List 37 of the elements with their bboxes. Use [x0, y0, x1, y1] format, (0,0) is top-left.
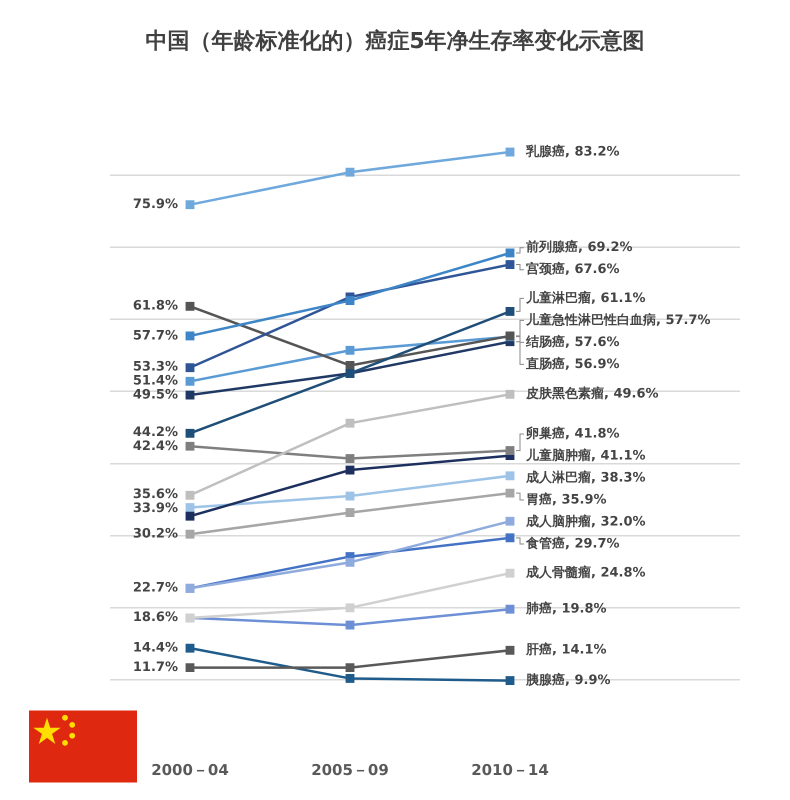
- data-label: 胃癌, 35.9%: [526, 491, 607, 508]
- data-label: 儿童脑肿瘤, 41.1%: [525, 447, 646, 464]
- data-label: 51.4%: [132, 374, 178, 389]
- data-label: 卵巢癌, 41.8%: [525, 425, 620, 442]
- data-label: 成人脑肿瘤, 32.0%: [525, 513, 646, 530]
- data-label: 食管癌, 29.7%: [525, 535, 620, 552]
- data-label: 35.6%: [132, 486, 178, 502]
- data-label: 前列腺癌, 69.2%: [525, 239, 633, 256]
- data-label: 75.9%: [132, 197, 178, 212]
- data-label: 33.9%: [132, 500, 178, 516]
- data-label: 14.4%: [132, 640, 178, 656]
- data-label: 胰腺癌, 9.9%: [525, 672, 611, 688]
- data-label: 儿童急性淋巴性白血病, 57.7%: [525, 312, 711, 328]
- data-label: 皮肤黑色素瘤, 49.6%: [525, 386, 659, 402]
- data-label: 肝癌, 14.1%: [525, 642, 607, 658]
- data-label: 42.4%: [132, 439, 178, 454]
- data-label: 57.7%: [132, 328, 178, 344]
- data-label: 22.7%: [132, 580, 178, 596]
- data-label: 53.3%: [132, 360, 178, 375]
- x-tick-label: 2010－14: [471, 760, 549, 779]
- data-label: 44.2%: [132, 425, 178, 440]
- chart-title: 中国（年龄标准化的）癌症5年净生存率变化示意图: [144, 28, 646, 56]
- data-label: 直肠癌, 56.9%: [525, 356, 620, 372]
- data-label: 宫颈癌, 67.6%: [526, 261, 620, 278]
- data-label: 乳腺癌, 83.2%: [525, 143, 620, 160]
- data-label: 61.8%: [132, 298, 178, 314]
- data-label: 肺癌, 19.8%: [525, 600, 607, 617]
- data-label: 成人淋巴瘤, 38.3%: [525, 469, 646, 486]
- data-label: 儿童淋巴瘤, 61.1%: [525, 290, 646, 306]
- x-tick-label: 2005－09: [311, 760, 389, 779]
- data-label: 11.7%: [132, 660, 178, 676]
- x-tick-label: 2000－04: [151, 760, 229, 779]
- data-label: 30.2%: [132, 526, 178, 542]
- data-label: 18.6%: [132, 610, 178, 626]
- data-label: 成人骨髓瘤, 24.8%: [525, 564, 646, 581]
- data-label: 49.5%: [132, 388, 178, 403]
- data-label: 结肠癌, 57.6%: [525, 334, 620, 350]
